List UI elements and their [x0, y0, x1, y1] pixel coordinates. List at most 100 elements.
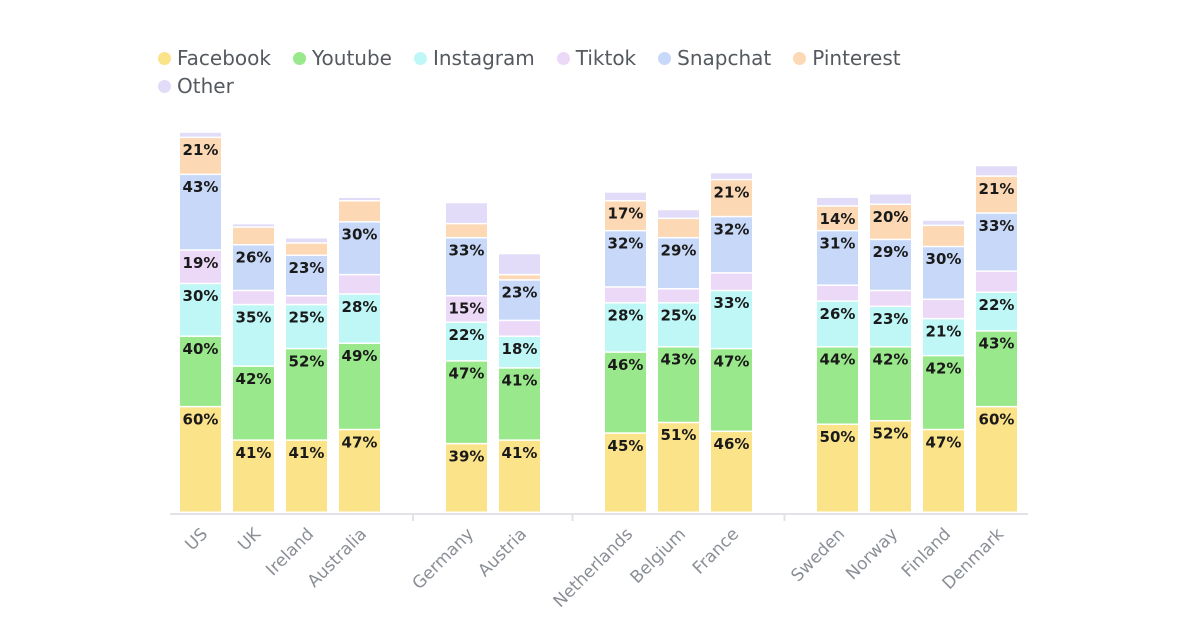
- data-label: 19%: [183, 254, 219, 272]
- data-label: 41%: [502, 372, 538, 390]
- bar-segment-tiktok: [711, 273, 752, 290]
- x-tick-label-belgium: Belgium: [627, 524, 690, 587]
- bar-segment-snapchat: [605, 231, 646, 287]
- legend-swatch: [413, 51, 427, 65]
- legend-item-snapchat: Snapchat: [658, 46, 771, 70]
- legend-label: Facebook: [177, 46, 271, 70]
- data-label: 60%: [979, 410, 1015, 428]
- bar-segment-youtube: [605, 352, 646, 433]
- bar-segment-tiktok: [499, 321, 540, 336]
- bar-segment-pinterest: [605, 201, 646, 230]
- bar-segment-instagram: [817, 301, 858, 347]
- bar-segment-youtube: [499, 368, 540, 440]
- data-label: 21%: [714, 183, 750, 201]
- data-label: 31%: [820, 234, 856, 252]
- x-tick-label-us: US: [181, 524, 212, 555]
- bar-stack-finland: 47% 42% 21% 30%: [923, 220, 964, 512]
- legend-label: Instagram: [432, 46, 535, 70]
- bar-stack-sweden: 50% 44% 26% 31% 14%: [817, 197, 858, 512]
- data-label: 46%: [714, 435, 750, 453]
- data-label: 25%: [289, 308, 325, 326]
- bar-segment-instagram: [446, 322, 487, 361]
- data-label: 42%: [236, 370, 272, 388]
- data-label: 41%: [502, 444, 538, 462]
- bar-segment-tiktok: [446, 296, 487, 322]
- x-tick-label-sweden: Sweden: [787, 524, 849, 586]
- data-label: 15%: [449, 300, 485, 318]
- data-label: 25%: [661, 307, 697, 325]
- bar-segment-facebook: [976, 407, 1017, 512]
- bar-segment-other: [976, 166, 1017, 176]
- data-label: 43%: [661, 351, 697, 369]
- data-label: 14%: [820, 210, 856, 228]
- bar-segment-youtube: [339, 344, 380, 429]
- data-label: 29%: [873, 243, 909, 261]
- bar-segment-instagram: [870, 307, 911, 347]
- data-label: 22%: [449, 326, 485, 344]
- bar-segment-youtube: [286, 349, 327, 440]
- bar-segment-facebook: [605, 433, 646, 512]
- bar-segment-youtube: [658, 347, 699, 422]
- legend-swatch: [158, 51, 171, 65]
- bar-segment-facebook: [339, 430, 380, 512]
- data-label: 26%: [236, 248, 272, 266]
- legend-swatch: [292, 51, 306, 65]
- bar-segment-snapchat: [446, 238, 487, 296]
- bar-segment-snapchat: [976, 213, 1017, 271]
- bar-segment-snapchat: [923, 247, 964, 299]
- data-label: 51%: [661, 426, 697, 444]
- bar-segment-other: [339, 197, 380, 200]
- data-label: 30%: [183, 287, 219, 305]
- data-label: 60%: [183, 410, 219, 428]
- bar-segment-snapchat: [870, 240, 911, 290]
- bar-segment-snapchat: [339, 222, 380, 274]
- data-label: 21%: [979, 180, 1015, 198]
- bar-segment-pinterest: [923, 226, 964, 246]
- bar-segment-tiktok: [180, 250, 221, 283]
- bar-segment-youtube: [711, 349, 752, 431]
- bar-segment-tiktok: [976, 271, 1017, 292]
- data-label: 28%: [342, 298, 378, 316]
- bar-segment-instagram: [180, 284, 221, 336]
- bar-segment-other: [923, 220, 964, 225]
- data-label: 41%: [236, 444, 272, 462]
- legend-item-other: Other: [158, 74, 234, 98]
- bar-segment-instagram: [605, 303, 646, 352]
- bar-segment-snapchat: [180, 175, 221, 250]
- bar-segment-tiktok: [233, 291, 274, 304]
- bar-segment-snapchat: [711, 217, 752, 273]
- bar-segment-instagram: [339, 294, 380, 343]
- bar-segment-facebook: [499, 440, 540, 512]
- bar-stack-ireland: 41% 52% 25% 23%: [286, 238, 327, 512]
- bar-segment-tiktok: [870, 291, 911, 306]
- data-label: 40%: [183, 340, 219, 358]
- data-label: 33%: [979, 217, 1015, 235]
- data-label: 45%: [608, 437, 644, 455]
- bar-segment-facebook: [286, 440, 327, 512]
- bar-segment-youtube: [233, 366, 274, 440]
- x-tick-label-norway: Norway: [842, 524, 902, 584]
- bar-segment-pinterest: [180, 138, 221, 174]
- bar-segment-other: [499, 254, 540, 274]
- bar-segment-pinterest: [870, 205, 911, 239]
- data-label: 32%: [608, 234, 644, 252]
- bar-segment-facebook: [446, 444, 487, 512]
- data-label: 46%: [608, 356, 644, 374]
- bar-segment-pinterest: [658, 219, 699, 237]
- bar-stack-uk: 41% 42% 35% 26%: [233, 224, 274, 512]
- legend-swatch: [793, 51, 807, 65]
- bar-stack-germany: 39% 47% 22% 15% 33%: [446, 203, 487, 512]
- data-label: 47%: [926, 433, 962, 451]
- data-label: 41%: [289, 444, 325, 462]
- bar-segment-other: [711, 173, 752, 179]
- bar-segment-snapchat: [499, 280, 540, 320]
- bar-stack-belgium: 51% 43% 25% 29%: [658, 210, 699, 512]
- data-label: 23%: [873, 310, 909, 328]
- x-tick-label-austria: Austria: [474, 524, 531, 581]
- bar-segment-youtube: [923, 356, 964, 429]
- data-label: 42%: [873, 351, 909, 369]
- data-label: 33%: [449, 241, 485, 259]
- legend-item-facebook: Facebook: [158, 46, 271, 70]
- bar-segment-instagram: [233, 305, 274, 366]
